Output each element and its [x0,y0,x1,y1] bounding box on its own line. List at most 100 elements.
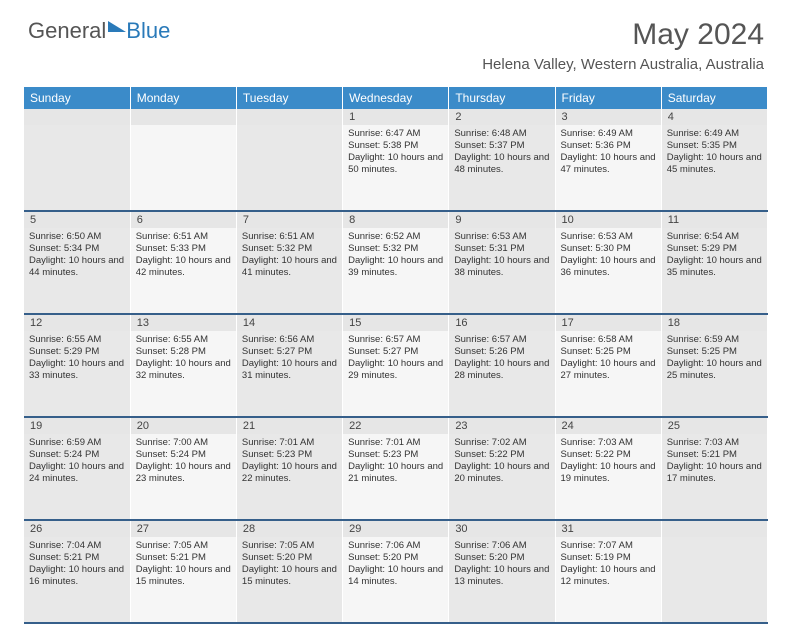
sunrise-line: Sunrise: 6:56 AM [242,334,337,346]
day-number-cell: 25 [661,418,767,434]
day-number-cell [661,521,767,537]
sunset-line: Sunset: 5:24 PM [136,449,231,461]
day-number-cell: 6 [130,212,236,228]
daylight-line: Daylight: 10 hours and 22 minutes. [242,461,337,485]
sunset-line: Sunset: 5:26 PM [454,346,549,358]
day-cell: Sunrise: 6:51 AMSunset: 5:33 PMDaylight:… [130,228,236,314]
day-cell: Sunrise: 6:55 AMSunset: 5:29 PMDaylight:… [24,331,130,417]
day-number-cell: 30 [449,521,555,537]
day-number-cell: 29 [343,521,449,537]
day-cell: Sunrise: 7:03 AMSunset: 5:21 PMDaylight:… [661,434,767,520]
sunrise-line: Sunrise: 7:03 AM [561,437,656,449]
sunset-line: Sunset: 5:31 PM [454,243,549,255]
daylight-line: Daylight: 10 hours and 44 minutes. [29,255,125,279]
day-cell: Sunrise: 7:02 AMSunset: 5:22 PMDaylight:… [449,434,555,520]
day-number-cell: 9 [449,212,555,228]
daylight-line: Daylight: 10 hours and 15 minutes. [242,564,337,588]
day-number-cell: 11 [661,212,767,228]
sunrise-line: Sunrise: 6:49 AM [667,128,762,140]
day-number-cell: 17 [555,315,661,331]
sunrise-line: Sunrise: 6:59 AM [667,334,762,346]
logo-text-2: Blue [126,18,170,44]
sunset-line: Sunset: 5:22 PM [561,449,656,461]
day-cell: Sunrise: 6:53 AMSunset: 5:30 PMDaylight:… [555,228,661,314]
day-cell: Sunrise: 7:01 AMSunset: 5:23 PMDaylight:… [343,434,449,520]
sunrise-line: Sunrise: 7:06 AM [348,540,443,552]
sunset-line: Sunset: 5:22 PM [454,449,549,461]
sunset-line: Sunset: 5:30 PM [561,243,656,255]
daylight-line: Daylight: 10 hours and 29 minutes. [348,358,443,382]
sunrise-line: Sunrise: 6:48 AM [454,128,549,140]
sunrise-line: Sunrise: 6:47 AM [348,128,443,140]
sunrise-line: Sunrise: 6:50 AM [29,231,125,243]
sunset-line: Sunset: 5:34 PM [29,243,125,255]
logo-triangle-icon [108,21,126,32]
day-number-cell: 28 [236,521,342,537]
sunset-line: Sunset: 5:33 PM [136,243,231,255]
sunrise-line: Sunrise: 6:52 AM [348,231,443,243]
sunset-line: Sunset: 5:25 PM [561,346,656,358]
sunrise-line: Sunrise: 6:54 AM [667,231,762,243]
sunset-line: Sunset: 5:21 PM [136,552,231,564]
day-cell: Sunrise: 7:04 AMSunset: 5:21 PMDaylight:… [24,537,130,623]
day-cell: Sunrise: 6:58 AMSunset: 5:25 PMDaylight:… [555,331,661,417]
day-number-cell: 13 [130,315,236,331]
day-cell: Sunrise: 7:07 AMSunset: 5:19 PMDaylight:… [555,537,661,623]
daylight-line: Daylight: 10 hours and 17 minutes. [667,461,762,485]
sunset-line: Sunset: 5:37 PM [454,140,549,152]
daylight-line: Daylight: 10 hours and 50 minutes. [348,152,443,176]
location: Helena Valley, Western Australia, Austra… [482,56,764,73]
day-cell: Sunrise: 7:00 AMSunset: 5:24 PMDaylight:… [130,434,236,520]
sunrise-line: Sunrise: 7:05 AM [136,540,231,552]
daylight-line: Daylight: 10 hours and 48 minutes. [454,152,549,176]
sunrise-line: Sunrise: 6:51 AM [136,231,231,243]
daylight-line: Daylight: 10 hours and 36 minutes. [561,255,656,279]
day-number-cell [24,109,130,125]
day-number-cell: 12 [24,315,130,331]
day-number-cell: 26 [24,521,130,537]
weekday-header: Sunday [24,87,130,109]
day-cell: Sunrise: 6:50 AMSunset: 5:34 PMDaylight:… [24,228,130,314]
calendar-table: SundayMondayTuesdayWednesdayThursdayFrid… [24,87,768,624]
day-number-cell: 27 [130,521,236,537]
day-cell: Sunrise: 6:57 AMSunset: 5:26 PMDaylight:… [449,331,555,417]
sunrise-line: Sunrise: 6:55 AM [136,334,231,346]
sunset-line: Sunset: 5:20 PM [454,552,549,564]
daylight-line: Daylight: 10 hours and 32 minutes. [136,358,231,382]
day-cell: Sunrise: 7:06 AMSunset: 5:20 PMDaylight:… [449,537,555,623]
sunset-line: Sunset: 5:23 PM [348,449,443,461]
sunrise-line: Sunrise: 7:04 AM [29,540,125,552]
day-number-cell: 14 [236,315,342,331]
daylight-line: Daylight: 10 hours and 15 minutes. [136,564,231,588]
sunset-line: Sunset: 5:29 PM [667,243,762,255]
sunrise-line: Sunrise: 7:06 AM [454,540,549,552]
sunset-line: Sunset: 5:21 PM [29,552,125,564]
sunset-line: Sunset: 5:29 PM [29,346,125,358]
day-cell [130,125,236,211]
day-number-cell: 22 [343,418,449,434]
sunrise-line: Sunrise: 6:53 AM [454,231,549,243]
day-cell [236,125,342,211]
day-number-cell: 31 [555,521,661,537]
day-cell: Sunrise: 6:56 AMSunset: 5:27 PMDaylight:… [236,331,342,417]
daylight-line: Daylight: 10 hours and 21 minutes. [348,461,443,485]
day-cell: Sunrise: 6:48 AMSunset: 5:37 PMDaylight:… [449,125,555,211]
day-cell: Sunrise: 6:53 AMSunset: 5:31 PMDaylight:… [449,228,555,314]
day-number-cell: 8 [343,212,449,228]
day-cell: Sunrise: 6:59 AMSunset: 5:25 PMDaylight:… [661,331,767,417]
day-cell [661,537,767,623]
day-cell: Sunrise: 6:54 AMSunset: 5:29 PMDaylight:… [661,228,767,314]
sunrise-line: Sunrise: 7:03 AM [667,437,762,449]
daylight-line: Daylight: 10 hours and 19 minutes. [561,461,656,485]
day-cell: Sunrise: 6:59 AMSunset: 5:24 PMDaylight:… [24,434,130,520]
title-block: May 2024 Helena Valley, Western Australi… [482,18,764,73]
logo-text-1: General [28,18,106,44]
sunset-line: Sunset: 5:25 PM [667,346,762,358]
day-number-cell: 23 [449,418,555,434]
month-title: May 2024 [482,18,764,52]
day-number-cell: 3 [555,109,661,125]
daylight-line: Daylight: 10 hours and 16 minutes. [29,564,125,588]
day-cell: Sunrise: 7:05 AMSunset: 5:21 PMDaylight:… [130,537,236,623]
day-number-cell [236,109,342,125]
sunrise-line: Sunrise: 6:57 AM [348,334,443,346]
